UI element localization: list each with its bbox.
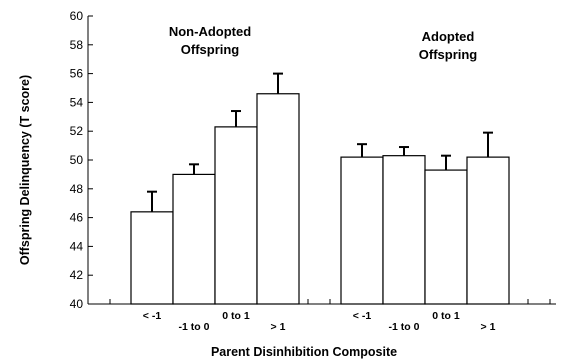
- category-label: 0 to 1: [222, 310, 250, 322]
- y-tick-label: 48: [70, 182, 84, 196]
- bar: [382, 155, 426, 305]
- category-label: > 1: [271, 321, 286, 333]
- bar: [424, 169, 468, 305]
- group-title: Offspring: [419, 47, 478, 62]
- y-tick-label: 42: [70, 268, 84, 282]
- y-tick-label: 60: [70, 9, 84, 23]
- x-axis-title: Parent Disinhibition Composite: [211, 345, 397, 359]
- group-title: Non-Adopted: [169, 24, 251, 39]
- category-label: > 1: [481, 321, 496, 333]
- y-tick-label: 58: [70, 38, 84, 52]
- category-label: -1 to 0: [179, 321, 210, 333]
- group-title: Offspring: [181, 42, 240, 57]
- bar: [340, 156, 384, 305]
- y-tick-label: 52: [70, 124, 84, 138]
- bar: [466, 156, 510, 305]
- bar: [214, 126, 258, 305]
- category-label: < -1: [143, 310, 162, 322]
- y-tick-label: 56: [70, 67, 84, 81]
- bar: [172, 173, 216, 305]
- y-axis-title: Offspring Delinquency (T score): [18, 75, 32, 265]
- bar: [130, 211, 174, 305]
- y-tick-label: 50: [70, 153, 84, 167]
- category-label: < -1: [353, 310, 372, 322]
- y-tick-label: 44: [70, 239, 84, 253]
- group-title: Adopted: [422, 29, 475, 44]
- y-tick-label: 46: [70, 211, 84, 225]
- bar: [256, 93, 300, 305]
- bars: [130, 72, 510, 305]
- labels: < -1 -1 to 0 0 to 1 > 1 < -1 -1 to 0 0 to 1 > 1…: [143, 24, 496, 333]
- category-label: 0 to 1: [432, 310, 460, 322]
- category-label: -1 to 0: [389, 321, 420, 333]
- y-tick-label: 40: [70, 297, 84, 311]
- y-tick-label: 54: [70, 95, 84, 109]
